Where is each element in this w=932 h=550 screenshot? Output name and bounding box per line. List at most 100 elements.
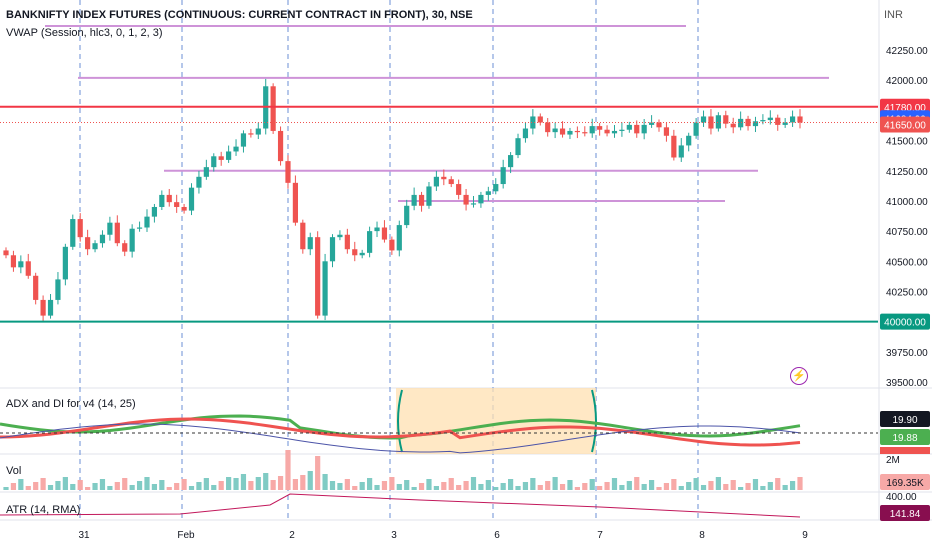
volume-bar bbox=[663, 483, 670, 490]
candle-up bbox=[374, 227, 380, 232]
candle-down bbox=[582, 132, 588, 134]
di-plus-value-tag: 19.88 bbox=[892, 433, 917, 444]
volume-bar bbox=[277, 476, 284, 490]
volume-bar bbox=[507, 479, 514, 490]
candle-down bbox=[708, 116, 714, 129]
price-tick-label: 40250.00 bbox=[886, 287, 928, 298]
candle-down bbox=[389, 239, 395, 251]
time-axis-label: 6 bbox=[494, 530, 500, 541]
volume-bar bbox=[611, 478, 618, 490]
volume-bar bbox=[404, 480, 410, 490]
volume-bar bbox=[634, 477, 640, 490]
volume-bar bbox=[263, 473, 269, 490]
volume-scale-label: 2M bbox=[886, 455, 900, 466]
volume-bar bbox=[426, 479, 432, 490]
candle-down bbox=[559, 128, 566, 135]
candle-up bbox=[129, 228, 135, 252]
volume-bar bbox=[582, 483, 588, 490]
last-price-tag: 41650.00 bbox=[884, 120, 926, 131]
volume-bar bbox=[40, 478, 46, 490]
volume-bar bbox=[545, 481, 551, 490]
candle-down bbox=[40, 299, 46, 316]
volume-bar bbox=[522, 482, 529, 490]
candle-down bbox=[634, 124, 640, 134]
candle-up bbox=[203, 167, 209, 177]
volume-bar bbox=[789, 481, 796, 490]
candle-down bbox=[545, 122, 551, 133]
price-tick-label: 39500.00 bbox=[886, 378, 928, 389]
candle-down bbox=[537, 116, 543, 123]
volume-bar bbox=[255, 477, 261, 490]
lightning-alert-icon[interactable]: ⚡ bbox=[790, 367, 808, 385]
volume-bar bbox=[248, 481, 254, 490]
chart-title: BANKNIFTY INDEX FUTURES (CONTINUOUS: CUR… bbox=[6, 9, 473, 21]
volume-bar bbox=[515, 486, 521, 490]
candle-up bbox=[329, 237, 336, 262]
candle-up bbox=[255, 128, 261, 135]
candle-down bbox=[285, 161, 291, 183]
candle-up bbox=[433, 176, 439, 187]
candle-up bbox=[136, 227, 143, 229]
volume-bar bbox=[641, 484, 647, 490]
volume-bar bbox=[552, 477, 558, 490]
bracket-left bbox=[397, 389, 403, 453]
adx-legend[interactable]: ADX and DI for v4 (14, 25) bbox=[6, 398, 136, 410]
volume-bar bbox=[396, 484, 402, 490]
candle-up bbox=[752, 121, 759, 127]
resistance-price-tag: 41780.00 bbox=[884, 103, 926, 114]
volume-bar bbox=[159, 480, 165, 490]
volume-bar bbox=[745, 483, 751, 490]
candle-up bbox=[619, 129, 625, 131]
volume-bar bbox=[589, 479, 595, 490]
volume-bar bbox=[648, 480, 655, 490]
candle-up bbox=[359, 252, 365, 256]
candle-down bbox=[441, 176, 447, 180]
candle-up bbox=[55, 279, 61, 300]
volume-bar bbox=[188, 486, 195, 490]
candle-down bbox=[33, 275, 39, 300]
candle-up bbox=[233, 146, 239, 152]
volume-bar bbox=[433, 486, 439, 490]
volume-bar bbox=[782, 485, 788, 490]
volume-bar bbox=[270, 480, 276, 490]
volume-bar bbox=[441, 482, 447, 490]
volume-bar bbox=[33, 482, 39, 490]
candle-down bbox=[574, 130, 580, 133]
volume-bar bbox=[700, 485, 707, 490]
candle-down bbox=[671, 135, 677, 158]
candle-up bbox=[151, 206, 158, 217]
vwap-legend[interactable]: VWAP (Session, hlc3, 0, 1, 2, 3) bbox=[6, 27, 163, 39]
volume-bar bbox=[10, 483, 17, 490]
volume-bar bbox=[730, 480, 736, 490]
volume-bar bbox=[25, 486, 31, 490]
candle-down bbox=[277, 130, 284, 162]
adx-value-tag: 19.90 bbox=[892, 415, 917, 426]
last-price-tag-bg bbox=[880, 116, 930, 133]
candle-up bbox=[337, 234, 343, 238]
di-plus-value-tag-bg bbox=[880, 429, 930, 445]
volume-bar bbox=[760, 486, 766, 490]
candle-down bbox=[181, 206, 187, 211]
volume-bar bbox=[359, 482, 365, 490]
candle-up bbox=[404, 205, 410, 226]
volume-bar bbox=[107, 486, 113, 490]
candle-up bbox=[226, 151, 232, 160]
candle-up bbox=[641, 124, 647, 134]
candle-up bbox=[62, 246, 68, 280]
volume-bar bbox=[174, 483, 180, 490]
volume-bar bbox=[671, 479, 677, 490]
time-axis-label: 3 bbox=[391, 530, 397, 541]
candle-down bbox=[775, 117, 781, 125]
vol-legend[interactable]: Vol bbox=[6, 465, 22, 477]
candle-up bbox=[589, 126, 595, 134]
atr-legend[interactable]: ATR (14, RMA) bbox=[6, 504, 81, 516]
price-tick-label: 39750.00 bbox=[886, 348, 928, 359]
candle-down bbox=[10, 255, 17, 268]
volume-bar bbox=[114, 482, 120, 490]
volume-bar bbox=[218, 481, 224, 490]
volume-bar bbox=[203, 478, 209, 490]
time-axis-label: 7 bbox=[597, 530, 603, 541]
candle-up bbox=[47, 299, 54, 316]
candle-down bbox=[166, 194, 172, 203]
